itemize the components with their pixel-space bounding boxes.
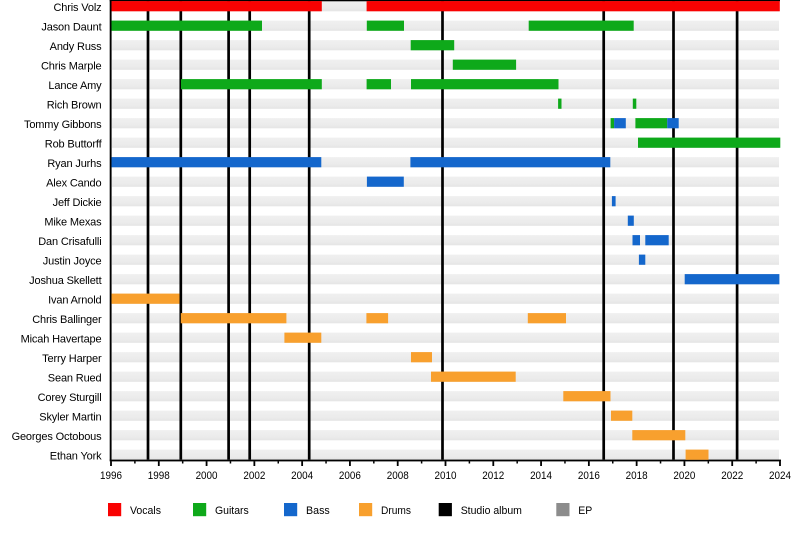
svg-text:Tommy Gibbons: Tommy Gibbons bbox=[24, 119, 102, 131]
svg-text:Rich Brown: Rich Brown bbox=[47, 99, 102, 111]
svg-text:Joshua Skellett: Joshua Skellett bbox=[29, 275, 101, 287]
svg-text:Vocals: Vocals bbox=[130, 505, 161, 517]
svg-text:Skyler Martin: Skyler Martin bbox=[39, 411, 101, 423]
svg-text:Terry Harper: Terry Harper bbox=[42, 353, 102, 365]
svg-text:Ivan Arnold: Ivan Arnold bbox=[48, 294, 101, 306]
svg-text:2020: 2020 bbox=[673, 470, 695, 482]
svg-text:Rob Buttorff: Rob Buttorff bbox=[45, 138, 103, 150]
svg-text:2024: 2024 bbox=[769, 470, 791, 482]
svg-text:Chris Marple: Chris Marple bbox=[41, 60, 102, 72]
svg-text:Jeff Dickie: Jeff Dickie bbox=[53, 197, 102, 209]
svg-text:Bass: Bass bbox=[306, 505, 330, 517]
svg-text:Drums: Drums bbox=[381, 505, 411, 517]
svg-text:2018: 2018 bbox=[626, 470, 648, 482]
svg-text:Studio album: Studio album bbox=[461, 505, 522, 517]
svg-text:EP: EP bbox=[578, 505, 592, 517]
svg-text:2016: 2016 bbox=[578, 470, 600, 482]
svg-text:Corey Sturgill: Corey Sturgill bbox=[38, 392, 102, 404]
svg-text:2012: 2012 bbox=[482, 470, 504, 482]
svg-text:Guitars: Guitars bbox=[215, 505, 249, 517]
svg-text:Ethan York: Ethan York bbox=[50, 450, 102, 462]
svg-text:1998: 1998 bbox=[148, 470, 170, 482]
svg-text:Dan Crisafulli: Dan Crisafulli bbox=[38, 236, 101, 248]
svg-text:Ryan Jurhs: Ryan Jurhs bbox=[47, 158, 102, 170]
svg-text:2008: 2008 bbox=[387, 470, 409, 482]
svg-text:Georges Octobous: Georges Octobous bbox=[12, 431, 103, 443]
svg-text:Jason Daunt: Jason Daunt bbox=[41, 21, 101, 33]
svg-text:Sean Rued: Sean Rued bbox=[48, 372, 102, 384]
svg-text:2010: 2010 bbox=[435, 470, 457, 482]
svg-text:Andy Russ: Andy Russ bbox=[50, 41, 102, 53]
svg-text:Lance Amy: Lance Amy bbox=[48, 80, 102, 92]
svg-text:2000: 2000 bbox=[196, 470, 218, 482]
svg-text:Alex Cando: Alex Cando bbox=[46, 177, 101, 189]
svg-text:Mike Mexas: Mike Mexas bbox=[44, 216, 102, 228]
svg-text:2002: 2002 bbox=[243, 470, 265, 482]
svg-text:Chris Ballinger: Chris Ballinger bbox=[32, 314, 102, 326]
svg-text:Justin Joyce: Justin Joyce bbox=[43, 255, 102, 267]
svg-text:2006: 2006 bbox=[339, 470, 361, 482]
svg-text:1996: 1996 bbox=[100, 470, 122, 482]
svg-text:2004: 2004 bbox=[291, 470, 313, 482]
svg-text:Micah Havertape: Micah Havertape bbox=[21, 333, 102, 345]
svg-text:2014: 2014 bbox=[530, 470, 552, 482]
svg-text:Chris Volz: Chris Volz bbox=[53, 2, 101, 14]
svg-text:2022: 2022 bbox=[721, 470, 743, 482]
